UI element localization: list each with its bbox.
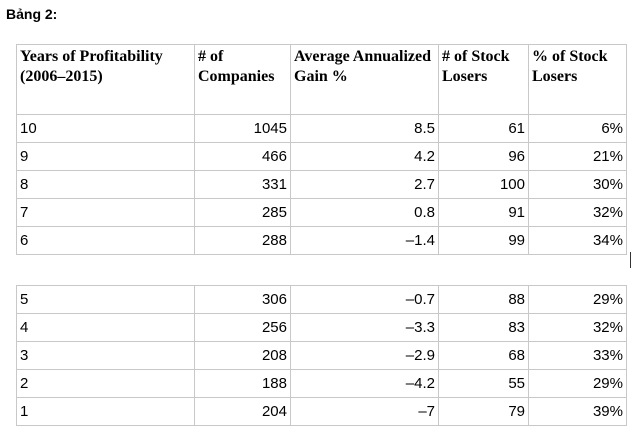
- cell-avg-gain: –4.2: [290, 369, 439, 398]
- cell-stock-losers: 96: [438, 142, 529, 171]
- cell-stock-losers: 83: [438, 313, 529, 342]
- cell-years: 2: [16, 369, 195, 398]
- cell-companies: 204: [194, 397, 291, 426]
- cell-pct-losers: 29%: [528, 285, 627, 314]
- cell-years: 5: [16, 285, 195, 314]
- cell-years: 10: [16, 114, 195, 143]
- table-row: 3 208 –2.9 68 33%: [16, 341, 627, 370]
- cell-companies: 288: [194, 226, 291, 255]
- header-stock-losers: # of Stock Losers: [438, 44, 529, 115]
- cell-stock-losers: 91: [438, 198, 529, 227]
- table-row: 5 306 –0.7 88 29%: [16, 285, 627, 314]
- cell-avg-gain: –7: [290, 397, 439, 426]
- header-years: Years of Profitability (2006–2015): [16, 44, 195, 115]
- cell-years: 9: [16, 142, 195, 171]
- cell-stock-losers: 55: [438, 369, 529, 398]
- cell-companies: 285: [194, 198, 291, 227]
- cell-companies: 466: [194, 142, 291, 171]
- cell-years: 6: [16, 226, 195, 255]
- cell-years: 1: [16, 397, 195, 426]
- cell-pct-losers: 21%: [528, 142, 627, 171]
- table-row: 2 188 –4.2 55 29%: [16, 369, 627, 398]
- cell-years: 4: [16, 313, 195, 342]
- table-row: 6 288 –1.4 99 34%: [16, 226, 627, 255]
- cell-stock-losers: 100: [438, 170, 529, 199]
- cell-avg-gain: 0.8: [290, 198, 439, 227]
- header-pct-losers: % of Stock Losers: [528, 44, 627, 115]
- cell-avg-gain: –1.4: [290, 226, 439, 255]
- cell-avg-gain: 8.5: [290, 114, 439, 143]
- cell-pct-losers: 33%: [528, 341, 627, 370]
- cell-companies: 331: [194, 170, 291, 199]
- cell-avg-gain: –2.9: [290, 341, 439, 370]
- table-row: 8 331 2.7 100 30%: [16, 170, 627, 199]
- cell-avg-gain: 2.7: [290, 170, 439, 199]
- profitability-table-bottom: 5 306 –0.7 88 29% 4 256 –3.3 83 32% 3 208 –2.9 68 33% 2…: [16, 285, 627, 426]
- cell-avg-gain: –3.3: [290, 313, 439, 342]
- table-caption: Bảng 2:: [6, 6, 58, 22]
- header-avg-gain: Average Annualized Gain %: [290, 44, 439, 115]
- cell-avg-gain: –0.7: [290, 285, 439, 314]
- cell-pct-losers: 32%: [528, 198, 627, 227]
- cell-stock-losers: 99: [438, 226, 529, 255]
- header-row: Years of Profitability (2006–2015) # of …: [16, 44, 627, 115]
- cell-companies: 256: [194, 313, 291, 342]
- cell-years: 7: [16, 198, 195, 227]
- header-companies: # of Companies: [194, 44, 291, 115]
- cell-years: 8: [16, 170, 195, 199]
- table-row: 1 204 –7 79 39%: [16, 397, 627, 426]
- cell-pct-losers: 32%: [528, 313, 627, 342]
- table-row: 4 256 –3.3 83 32%: [16, 313, 627, 342]
- cell-stock-losers: 68: [438, 341, 529, 370]
- table-row: 10 1045 8.5 61 6%: [16, 114, 627, 143]
- cell-companies: 1045: [194, 114, 291, 143]
- cell-avg-gain: 4.2: [290, 142, 439, 171]
- cell-stock-losers: 79: [438, 397, 529, 426]
- table-row: 7 285 0.8 91 32%: [16, 198, 627, 227]
- cell-pct-losers: 30%: [528, 170, 627, 199]
- profitability-table-top: Years of Profitability (2006–2015) # of …: [16, 44, 627, 255]
- cell-stock-losers: 61: [438, 114, 529, 143]
- cell-pct-losers: 34%: [528, 226, 627, 255]
- text-cursor: [630, 252, 631, 268]
- cell-companies: 188: [194, 369, 291, 398]
- table-row: 9 466 4.2 96 21%: [16, 142, 627, 171]
- cell-stock-losers: 88: [438, 285, 529, 314]
- cell-companies: 208: [194, 341, 291, 370]
- cell-pct-losers: 6%: [528, 114, 627, 143]
- cell-pct-losers: 29%: [528, 369, 627, 398]
- cell-companies: 306: [194, 285, 291, 314]
- cell-years: 3: [16, 341, 195, 370]
- cell-pct-losers: 39%: [528, 397, 627, 426]
